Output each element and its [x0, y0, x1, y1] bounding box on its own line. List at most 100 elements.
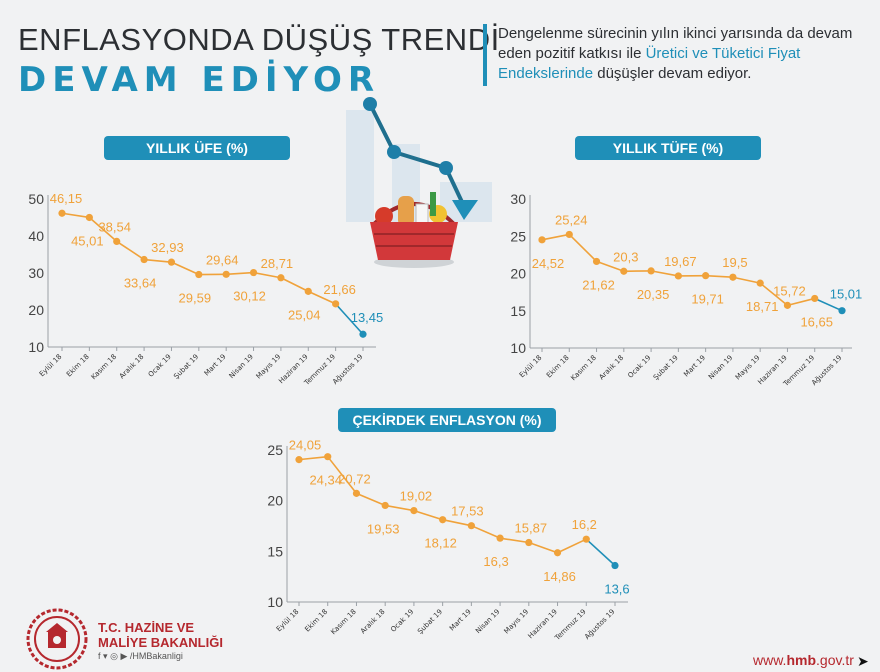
- cekirdek-data-point: [553, 549, 562, 557]
- cekirdek-x-tick-label: Şubat 19: [416, 608, 444, 636]
- cekirdek-y-tick-label: 15: [267, 543, 283, 559]
- tufe-line-segment: [732, 276, 761, 284]
- tufe-data-label: 24,52: [532, 256, 565, 271]
- cekirdek-data-label: 19,53: [367, 521, 400, 536]
- facebook-icon[interactable]: f: [98, 651, 101, 661]
- cekirdek-line-segment: [585, 538, 616, 567]
- tufe-line-segment: [568, 233, 598, 262]
- cekirdek-data-point: [496, 534, 504, 542]
- tufe-y-tick-label: 10: [510, 340, 526, 356]
- cekirdek-data-label: 18,12: [424, 536, 457, 551]
- cekirdek-line-segment: [528, 541, 558, 554]
- tufe-data-label: 15,01: [830, 287, 863, 302]
- ufe-data-label: 38,54: [98, 219, 131, 234]
- ufe-y-tick-label: 20: [28, 302, 44, 318]
- cekirdek-data-point: [381, 501, 389, 510]
- cekirdek-data-point: [467, 522, 475, 530]
- cekirdek-data-label: 19,02: [400, 489, 433, 504]
- org-name-line2: MALİYE BAKANLIĞI: [98, 635, 223, 650]
- ufe-y-tick-label: 10: [28, 339, 44, 355]
- basket-food-leaves: [430, 192, 436, 216]
- cekirdek-x-tick-label: Kasım 18: [329, 608, 358, 637]
- cekirdek-data-point: [582, 535, 590, 543]
- org-name: T.C. HAZİNE VE MALİYE BAKANLIĞI: [98, 620, 223, 650]
- tufe-data-label: 15,72: [773, 283, 806, 298]
- tufe-data-point: [783, 301, 792, 309]
- tufe-line-segment: [705, 274, 733, 279]
- social-handle: /HMBakanligi: [129, 651, 183, 661]
- basket-body-icon: [370, 222, 458, 260]
- intro-text-end: düşüşler devam ediyor.: [593, 65, 752, 82]
- cekirdek-y-tick-label: 25: [267, 442, 283, 458]
- ufe-data-point: [332, 300, 340, 308]
- ufe-data-label: 45,01: [71, 233, 104, 248]
- cekirdek-x-tick-label: Mart 19: [448, 608, 473, 633]
- ufe-line-segment: [171, 261, 200, 276]
- cekirdek-data-point: [295, 456, 303, 464]
- instagram-icon[interactable]: ◎: [110, 651, 118, 661]
- cekirdek-line-segment: [385, 504, 415, 512]
- ufe-line-segment: [61, 212, 90, 219]
- ufe-data-label: 29,64: [206, 252, 239, 267]
- tufe-data-point: [538, 236, 546, 244]
- social-links[interactable]: f ▾ ◎ ▶ /HMBakanligi: [98, 651, 183, 662]
- twitter-icon[interactable]: ▾: [103, 651, 108, 661]
- tufe-line-segment: [596, 260, 625, 273]
- youtube-icon[interactable]: ▶: [120, 651, 128, 661]
- cekirdek-data-label: 24,34: [309, 473, 342, 488]
- ufe-line-segment: [116, 240, 145, 261]
- cekirdek-x-tick-label: Ocak 19: [389, 608, 415, 634]
- ufe-data-point: [359, 330, 367, 338]
- ufe-data-label: 32,93: [151, 240, 184, 255]
- tufe-data-point: [674, 272, 682, 280]
- basket-food-tomato: [375, 207, 393, 225]
- cekirdek-data-point: [352, 489, 361, 497]
- ufe-line-segment: [280, 277, 309, 293]
- ufe-line-segment: [253, 271, 282, 279]
- cekirdek-data-label: 24,05: [289, 438, 322, 453]
- ufe-data-label: 30,12: [233, 289, 266, 304]
- cekirdek-data-label: 16,3: [483, 554, 508, 569]
- tufe-data-point: [838, 307, 846, 315]
- tufe-data-point: [592, 257, 601, 266]
- website-plain: www.: [753, 652, 787, 668]
- ufe-y-tick-label: 30: [28, 265, 44, 281]
- chart-tufe-title: YILLIK TÜFE (%): [575, 136, 761, 160]
- ufe-data-label: 28,71: [261, 256, 294, 271]
- basket-food-bread: [398, 196, 414, 226]
- org-name-line1: T.C. HAZİNE VE: [98, 620, 195, 635]
- ufe-line-segment: [88, 216, 118, 243]
- tufe-line-segment: [814, 297, 843, 312]
- tufe-data-label: 19,5: [722, 255, 747, 270]
- tufe-data-point: [756, 279, 764, 287]
- ufe-data-label: 21,66: [323, 282, 356, 297]
- cekirdek-data-label: 13,6: [604, 582, 629, 597]
- tufe-data-point: [729, 273, 737, 281]
- ufe-y-tick-label: 40: [28, 228, 44, 244]
- cekirdek-x-tick-label: Aralık 18: [359, 608, 387, 636]
- tufe-data-point: [702, 272, 710, 280]
- website-link[interactable]: www.hmb.gov.tr: [753, 652, 854, 668]
- tufe-data-label: 19,71: [691, 292, 724, 307]
- ufe-data-point: [222, 270, 230, 278]
- ufe-data-point: [249, 268, 258, 277]
- intro-text-plain: Dengelenme sürecinin yılın ikinci yarısı…: [498, 25, 853, 62]
- chart-cekirdek-title: ÇEKİRDEK ENFLASYON (%): [338, 408, 556, 432]
- intro-text-highlight: Üretici ve Tüketici Fiyat Endekslerinde: [498, 45, 801, 82]
- ufe-data-point: [167, 258, 176, 266]
- cekirdek-data-point: [324, 453, 332, 461]
- ufe-line-segment: [335, 303, 364, 335]
- cekirdek-line-segment: [356, 492, 386, 507]
- ministry-emblem-icon: [26, 608, 88, 670]
- cekirdek-line-segment: [298, 455, 328, 461]
- cekirdek-data-label: 15,87: [515, 521, 548, 536]
- cekirdek-x-tick-label: Ağustos 19: [583, 608, 616, 641]
- tufe-data-label: 19,67: [664, 254, 697, 269]
- ufe-data-point: [140, 255, 148, 264]
- tufe-y-tick-label: 20: [510, 266, 526, 282]
- cekirdek-data-label: 20,72: [338, 471, 371, 486]
- ufe-data-point: [277, 274, 285, 282]
- cekirdek-data-label: 17,53: [451, 504, 484, 519]
- ufe-line-segment: [226, 271, 254, 276]
